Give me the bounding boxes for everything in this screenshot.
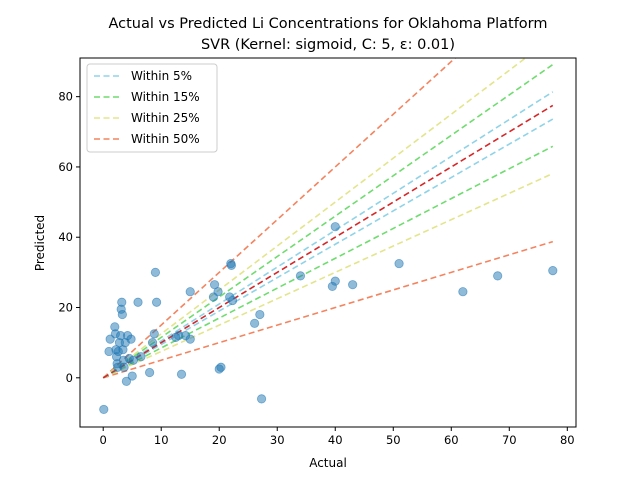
x-tick-label: 10 bbox=[154, 433, 169, 447]
data-point bbox=[127, 371, 137, 381]
data-point bbox=[226, 260, 237, 270]
x-tick-label: 40 bbox=[328, 433, 343, 447]
data-point bbox=[176, 369, 187, 379]
data-point bbox=[147, 338, 158, 348]
data-point bbox=[548, 266, 558, 276]
band-line-25-lower bbox=[102, 172, 554, 379]
band-line-25-upper bbox=[102, 58, 527, 379]
legend-box bbox=[86, 63, 218, 153]
legend-label-50: Within 50% bbox=[131, 132, 200, 146]
band-line-15-upper bbox=[102, 63, 554, 379]
x-tick-label: 80 bbox=[560, 433, 575, 447]
data-point bbox=[216, 362, 226, 372]
data-point bbox=[145, 367, 155, 378]
y-tick-label: 0 bbox=[66, 371, 73, 385]
data-point bbox=[256, 394, 267, 404]
legend-label-5: Within 5% bbox=[131, 69, 192, 83]
y-tick-label: 80 bbox=[58, 90, 73, 104]
data-point bbox=[133, 297, 143, 307]
legend-label-15: Within 15% bbox=[131, 90, 200, 104]
data-point bbox=[119, 362, 129, 372]
band-line-50-upper bbox=[102, 58, 457, 379]
data-point bbox=[150, 267, 161, 277]
legend: Within 5% Within 15% Within 25% Within 50% bbox=[86, 63, 218, 153]
data-point bbox=[185, 334, 195, 344]
band-line-15-lower bbox=[102, 145, 554, 379]
y-tick-label: 40 bbox=[58, 230, 73, 244]
x-tick-label: 30 bbox=[270, 433, 285, 447]
data-point bbox=[330, 276, 340, 286]
data-point bbox=[128, 355, 138, 365]
band-line-5-lower bbox=[102, 118, 554, 379]
y-tick-label: 60 bbox=[58, 160, 73, 174]
data-point bbox=[250, 318, 260, 328]
x-tick-label: 70 bbox=[502, 433, 517, 447]
data-point bbox=[185, 287, 195, 297]
data-point bbox=[99, 404, 109, 415]
y-axis-ticks: 0 20 40 60 80 bbox=[58, 90, 80, 385]
data-point bbox=[394, 258, 404, 269]
y-tick-label: 20 bbox=[58, 301, 73, 315]
x-axis-ticks: 0 10 20 30 40 50 60 70 80 bbox=[100, 427, 575, 447]
data-point bbox=[348, 280, 358, 290]
data-point bbox=[121, 376, 132, 386]
y-axis-label: Predicted bbox=[33, 215, 47, 271]
data-point bbox=[117, 297, 127, 307]
tolerance-bands bbox=[102, 58, 554, 379]
legend-label-25: Within 25% bbox=[131, 111, 200, 125]
x-tick-label: 0 bbox=[100, 433, 107, 447]
data-point bbox=[227, 295, 238, 306]
data-point bbox=[255, 309, 265, 320]
data-point bbox=[117, 309, 127, 320]
data-point bbox=[213, 287, 223, 297]
data-point bbox=[149, 329, 159, 339]
data-point bbox=[136, 352, 146, 362]
data-point bbox=[330, 222, 340, 232]
plot-frame bbox=[79, 57, 577, 428]
data-point bbox=[295, 271, 306, 281]
data-point bbox=[493, 271, 503, 281]
x-tick-label: 60 bbox=[444, 433, 459, 447]
band-line-5-upper bbox=[102, 91, 554, 379]
x-tick-label: 50 bbox=[386, 433, 401, 447]
data-point bbox=[151, 297, 162, 307]
data-point bbox=[126, 334, 136, 344]
x-axis-label: Actual bbox=[309, 456, 347, 470]
scatter-points bbox=[99, 222, 558, 415]
band-line-50-lower bbox=[102, 240, 554, 379]
chart-subtitle: SVR (Kernel: sigmoid, C: 5, ε: 0.01) bbox=[201, 37, 455, 53]
x-tick-label: 20 bbox=[212, 433, 227, 447]
data-point bbox=[458, 287, 468, 297]
chart-title: Actual vs Predicted Li Concentrations fo… bbox=[108, 16, 547, 32]
